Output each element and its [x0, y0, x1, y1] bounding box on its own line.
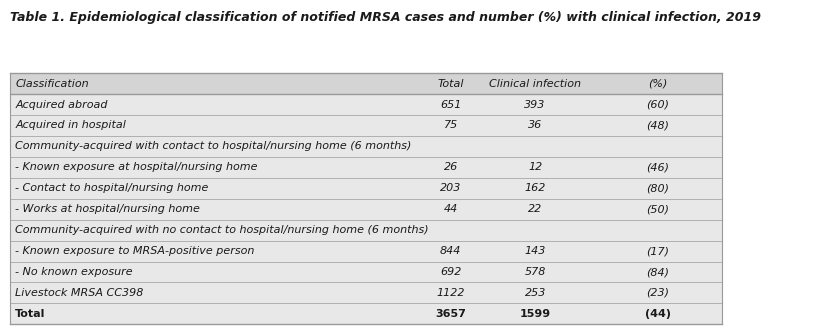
Text: Clinical infection: Clinical infection — [489, 79, 581, 89]
Text: (%): (%) — [648, 79, 668, 89]
Text: - Works at hospital/nursing home: - Works at hospital/nursing home — [15, 204, 200, 214]
Text: (50): (50) — [647, 204, 669, 214]
Text: Acquired abroad: Acquired abroad — [15, 100, 108, 110]
Text: 692: 692 — [440, 267, 461, 277]
Bar — [10, 220, 722, 240]
Text: 75: 75 — [444, 120, 458, 131]
Text: (84): (84) — [647, 267, 669, 277]
Bar — [10, 136, 722, 157]
Text: (17): (17) — [647, 246, 669, 256]
Bar — [10, 115, 722, 136]
Text: (60): (60) — [647, 100, 669, 110]
Bar — [10, 240, 722, 262]
Text: 162: 162 — [524, 183, 546, 193]
Text: 12: 12 — [528, 162, 543, 172]
Bar — [10, 199, 722, 220]
Bar — [10, 157, 722, 178]
Text: 1122: 1122 — [437, 288, 465, 298]
Text: Total: Total — [15, 309, 45, 319]
Text: 651: 651 — [440, 100, 461, 110]
Text: 844: 844 — [440, 246, 461, 256]
Text: Livestock MRSA CC398: Livestock MRSA CC398 — [15, 288, 144, 298]
Text: 393: 393 — [524, 100, 546, 110]
Text: 36: 36 — [528, 120, 543, 131]
Text: 26: 26 — [444, 162, 458, 172]
Text: 203: 203 — [440, 183, 461, 193]
Text: - Known exposure to MRSA-positive person: - Known exposure to MRSA-positive person — [15, 246, 255, 256]
Text: 3657: 3657 — [435, 309, 466, 319]
Text: - Known exposure at hospital/nursing home: - Known exposure at hospital/nursing hom… — [15, 162, 258, 172]
Text: 578: 578 — [524, 267, 546, 277]
Text: Acquired in hospital: Acquired in hospital — [15, 120, 126, 131]
Bar — [10, 283, 722, 303]
Text: 44: 44 — [444, 204, 458, 214]
Text: Table 1. Epidemiological classification of notified MRSA cases and number (%) wi: Table 1. Epidemiological classification … — [10, 11, 761, 24]
Text: Total: Total — [438, 79, 464, 89]
Bar — [10, 262, 722, 283]
Text: - Contact to hospital/nursing home: - Contact to hospital/nursing home — [15, 183, 208, 193]
Text: 22: 22 — [528, 204, 543, 214]
Text: 253: 253 — [524, 288, 546, 298]
Text: (44): (44) — [645, 309, 671, 319]
Text: (80): (80) — [647, 183, 669, 193]
Bar — [10, 73, 722, 94]
Text: - No known exposure: - No known exposure — [15, 267, 133, 277]
Text: 1599: 1599 — [520, 309, 551, 319]
Text: Community-acquired with no contact to hospital/nursing home (6 months): Community-acquired with no contact to ho… — [15, 225, 429, 235]
Text: (23): (23) — [647, 288, 669, 298]
Bar — [10, 303, 722, 324]
Text: 143: 143 — [524, 246, 546, 256]
Text: (48): (48) — [647, 120, 669, 131]
Text: (46): (46) — [647, 162, 669, 172]
Bar — [10, 94, 722, 115]
Text: Classification: Classification — [15, 79, 89, 89]
Text: Community-acquired with contact to hospital/nursing home (6 months): Community-acquired with contact to hospi… — [15, 141, 412, 151]
Bar — [10, 178, 722, 199]
